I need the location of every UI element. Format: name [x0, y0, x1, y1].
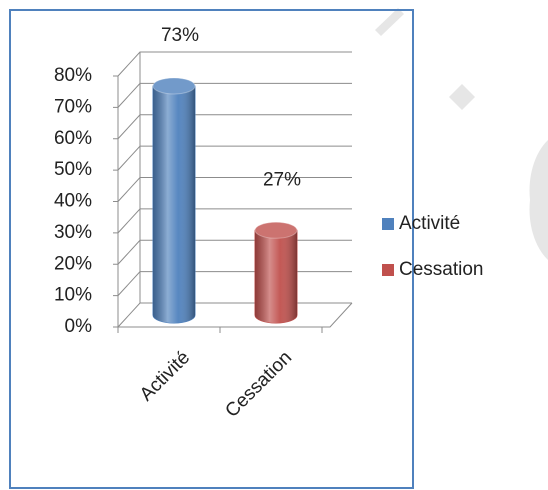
y-tick-label: 20% — [54, 253, 92, 274]
y-tick-label: 30% — [54, 222, 92, 243]
grid-line — [117, 114, 352, 140]
grid-line — [117, 82, 352, 108]
y-tick-label: 10% — [54, 285, 92, 306]
bar-cap-shading — [153, 77, 195, 94]
legend-swatch — [382, 264, 394, 276]
y-tick-label: 60% — [54, 128, 92, 149]
grid-line — [117, 51, 352, 77]
y-tick-label: 70% — [54, 96, 92, 117]
y-tick-label: 0% — [65, 316, 93, 337]
legend-swatch — [382, 218, 394, 230]
frame — [9, 9, 414, 489]
bar-shading — [153, 85, 195, 323]
data-label: 73% — [161, 25, 199, 46]
y-tick-label: 80% — [54, 65, 92, 86]
watermark — [449, 84, 475, 110]
data-label: 27% — [263, 169, 301, 190]
legend-label: Activité — [399, 213, 460, 234]
bar-cap — [254, 221, 298, 239]
watermark — [529, 140, 548, 260]
watermark — [375, 8, 404, 36]
floor — [118, 302, 353, 328]
legend-label: Cessation — [399, 259, 484, 280]
grid-line — [117, 208, 352, 234]
grid-line — [117, 145, 352, 171]
y-tick-label: 40% — [54, 191, 92, 212]
bar-shading — [255, 230, 297, 323]
y-tick-label: 50% — [54, 159, 92, 180]
grid-line — [117, 177, 352, 202]
bar-cap — [152, 77, 196, 95]
bar-cap-shading — [255, 222, 297, 239]
